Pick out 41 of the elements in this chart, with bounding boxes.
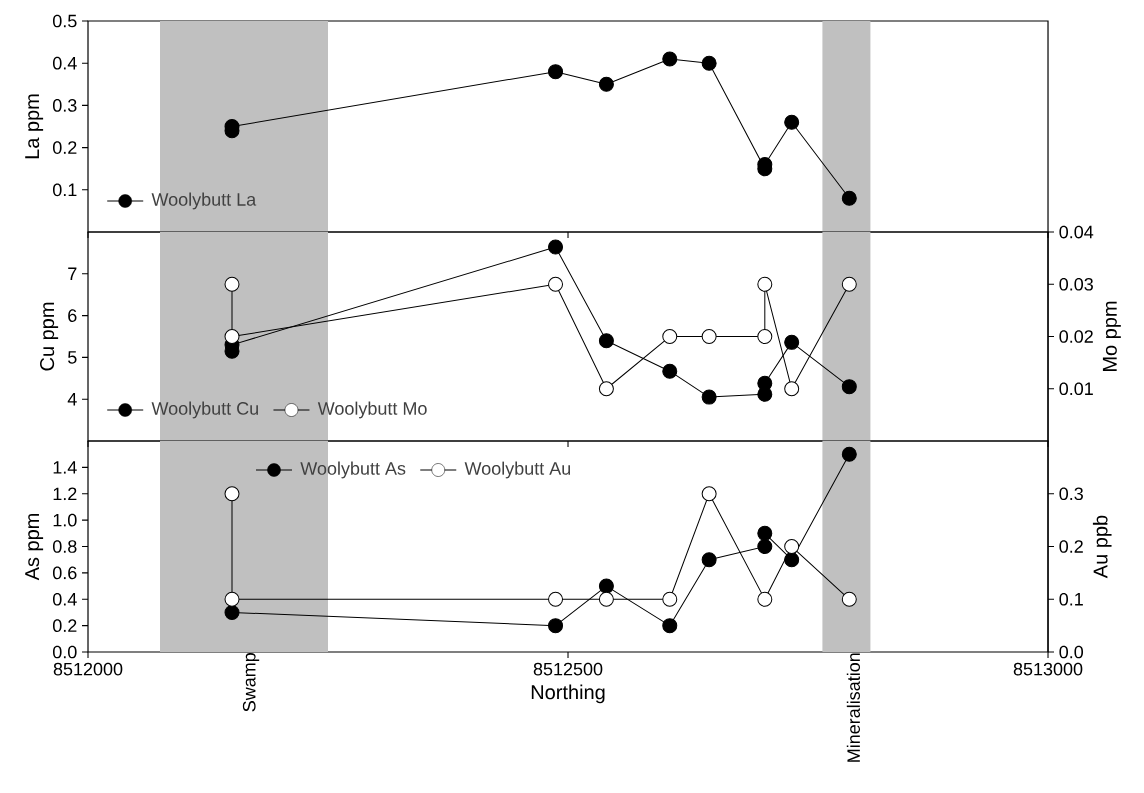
band-label: Mineralisation xyxy=(846,653,861,762)
y2-axis-title: Mo ppm xyxy=(1102,301,1121,371)
x-tick-label: 8512500 xyxy=(533,662,603,676)
y2-tick-label: 0.01 xyxy=(1059,382,1093,396)
y2-tick-label: 0.0 xyxy=(1059,645,1084,659)
y-tick-label: 5 xyxy=(68,351,77,364)
y-axis-title: La ppm xyxy=(25,94,44,159)
y-tick-label: 0.8 xyxy=(52,540,77,553)
x-axis-title: Northing xyxy=(531,684,605,704)
y-tick-label: 0.5 xyxy=(52,14,77,28)
y-tick-label: 7 xyxy=(68,267,77,280)
y-tick-label: 6 xyxy=(68,309,77,322)
y-tick-label: 0.4 xyxy=(52,592,77,606)
y-tick-label: 0.2 xyxy=(52,619,77,632)
y2-tick-label: 0.2 xyxy=(1059,540,1083,553)
x-tick-label: 8512000 xyxy=(53,662,123,676)
legend-label: Woolybutt Au xyxy=(464,461,571,479)
y2-tick-label: 0.02 xyxy=(1059,330,1093,343)
y-tick-label: 1.0 xyxy=(53,513,77,527)
y-axis-title: As ppm xyxy=(25,513,44,581)
y-tick-label: 4 xyxy=(67,393,77,406)
y2-tick-label: 0.03 xyxy=(1059,277,1093,291)
x-tick-label: 8513000 xyxy=(1013,662,1083,676)
y-tick-label: 1.2 xyxy=(53,487,77,501)
y-axis-title: Cu ppm xyxy=(40,302,59,371)
y-tick-label: 0.2 xyxy=(52,141,77,154)
y2-tick-label: 0.3 xyxy=(1059,487,1083,501)
y2-axis-title: Au ppb xyxy=(1092,515,1112,579)
y-tick-label: 1.4 xyxy=(53,461,77,474)
y-tick-label: 0.3 xyxy=(52,99,77,112)
band-label: Swamp xyxy=(242,653,260,712)
y-tick-label: 0.1 xyxy=(52,183,77,197)
y-tick-label: 0.0 xyxy=(52,645,77,659)
legend-label: Woolybutt Mo xyxy=(317,401,427,419)
y2-tick-label: 0.04 xyxy=(1059,225,1094,239)
legend-label: Woolybutt La xyxy=(151,192,257,210)
legend-label: Woolybutt Cu xyxy=(151,401,258,419)
legend-label: Woolybutt As xyxy=(300,461,406,479)
y2-tick-label: 0.1 xyxy=(1059,592,1083,606)
y-tick-label: 0.4 xyxy=(52,56,77,70)
y-tick-label: 0.6 xyxy=(52,566,77,580)
